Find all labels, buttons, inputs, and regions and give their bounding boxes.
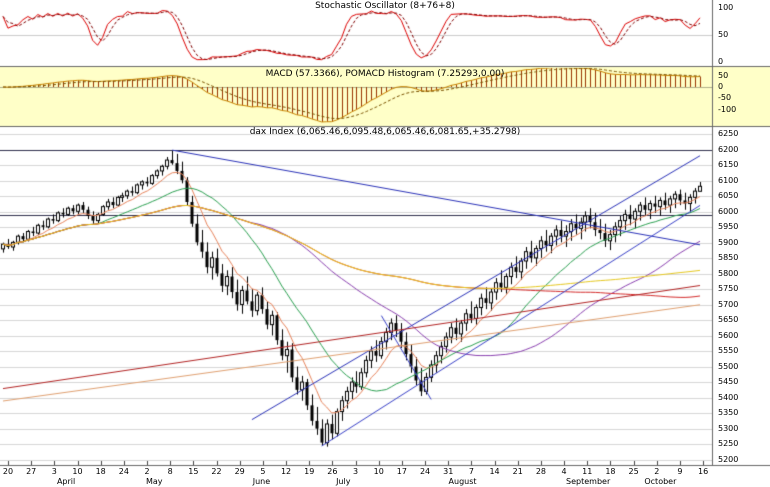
chart-canvas[interactable] (0, 0, 770, 487)
stock-chart-window: Stochastic Oscillator (8+76+8) MACD (57.… (0, 0, 770, 487)
